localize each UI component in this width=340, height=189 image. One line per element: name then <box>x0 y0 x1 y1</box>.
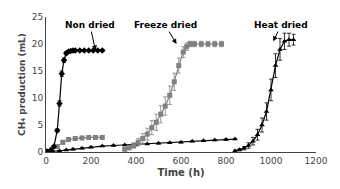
svg-text:10: 10 <box>32 93 44 103</box>
svg-text:1200: 1200 <box>305 156 328 166</box>
svg-text:Freeze dried: Freeze dried <box>134 20 197 30</box>
svg-text:20: 20 <box>32 39 44 49</box>
svg-text:25: 25 <box>32 12 43 22</box>
svg-text:400: 400 <box>127 156 144 166</box>
svg-text:Time (h): Time (h) <box>157 167 204 178</box>
svg-text:Heat dried: Heat dried <box>254 20 308 30</box>
svg-text:0: 0 <box>37 147 43 157</box>
svg-text:200: 200 <box>82 156 99 166</box>
svg-text:1000: 1000 <box>260 156 283 166</box>
svg-text:15: 15 <box>32 66 43 76</box>
svg-text:600: 600 <box>172 156 189 166</box>
svg-text:CH₄ production (mL): CH₄ production (mL) <box>17 33 27 136</box>
svg-text:0: 0 <box>43 156 49 166</box>
svg-text:800: 800 <box>217 156 234 166</box>
svg-text:Non dried: Non dried <box>65 20 115 30</box>
svg-text:5: 5 <box>37 120 43 130</box>
